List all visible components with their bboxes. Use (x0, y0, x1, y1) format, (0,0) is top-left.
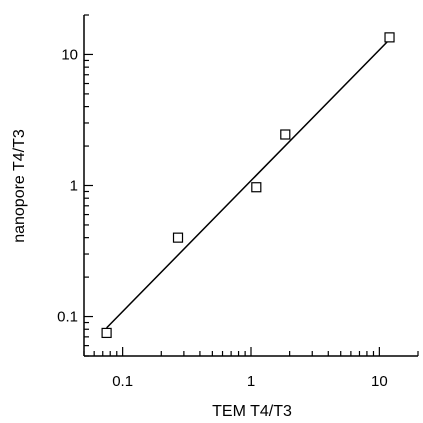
y-tick-label: 10 (61, 46, 78, 63)
y-tick-label: 0.1 (57, 309, 78, 326)
data-point (101, 327, 112, 339)
axes (83, 15, 418, 357)
x-axis-title: TEM T4/T3 (212, 403, 292, 420)
data-point (251, 182, 262, 193)
fit-line-group (106, 38, 391, 329)
x-tick-label: 10 (371, 373, 388, 390)
data-point (172, 232, 184, 243)
y-axis-ticks: 0.1 1 10 (57, 14, 93, 357)
y-axis-title: nanopore T4/T3 (11, 129, 28, 243)
data-point (384, 32, 395, 43)
x-axis-ticks: 0.1 1 10 (83, 347, 419, 390)
data-point (280, 129, 291, 140)
x-tick-label: 1 (247, 373, 255, 390)
data-points (101, 32, 395, 339)
x-tick-label: 0.1 (112, 373, 133, 390)
fit-line (106, 38, 391, 329)
y-tick-label: 1 (70, 178, 78, 195)
